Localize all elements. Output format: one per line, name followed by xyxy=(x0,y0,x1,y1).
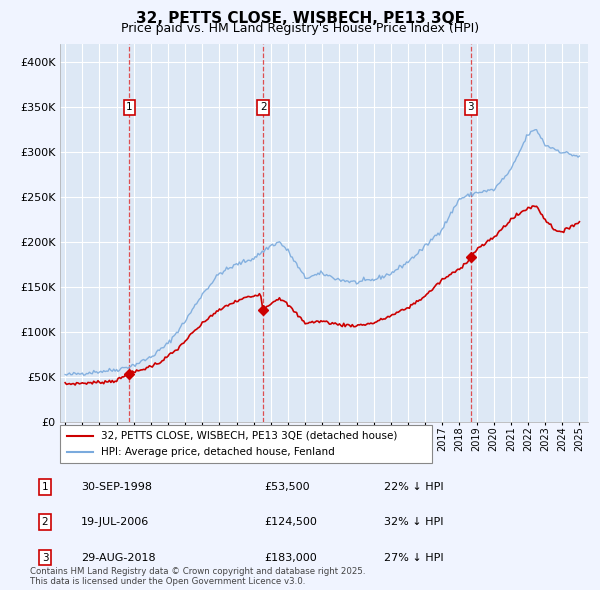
Text: 29-AUG-2018: 29-AUG-2018 xyxy=(81,553,155,562)
Text: 3: 3 xyxy=(41,553,49,562)
Text: 1: 1 xyxy=(41,482,49,491)
Text: 2: 2 xyxy=(41,517,49,527)
Text: 2: 2 xyxy=(260,102,266,112)
Text: £183,000: £183,000 xyxy=(264,553,317,562)
Text: 32% ↓ HPI: 32% ↓ HPI xyxy=(384,517,443,527)
Text: Contains HM Land Registry data © Crown copyright and database right 2025.
This d: Contains HM Land Registry data © Crown c… xyxy=(30,567,365,586)
Text: £53,500: £53,500 xyxy=(264,482,310,491)
Text: 3: 3 xyxy=(467,102,474,112)
Text: 1: 1 xyxy=(126,102,133,112)
Text: 19-JUL-2006: 19-JUL-2006 xyxy=(81,517,149,527)
Text: 22% ↓ HPI: 22% ↓ HPI xyxy=(384,482,443,491)
Text: 30-SEP-1998: 30-SEP-1998 xyxy=(81,482,152,491)
Text: 27% ↓ HPI: 27% ↓ HPI xyxy=(384,553,443,562)
Text: Price paid vs. HM Land Registry's House Price Index (HPI): Price paid vs. HM Land Registry's House … xyxy=(121,22,479,35)
Text: 32, PETTS CLOSE, WISBECH, PE13 3QE (detached house): 32, PETTS CLOSE, WISBECH, PE13 3QE (deta… xyxy=(101,431,397,441)
Text: 32, PETTS CLOSE, WISBECH, PE13 3QE: 32, PETTS CLOSE, WISBECH, PE13 3QE xyxy=(136,11,464,25)
Text: HPI: Average price, detached house, Fenland: HPI: Average price, detached house, Fenl… xyxy=(101,447,335,457)
Text: £124,500: £124,500 xyxy=(264,517,317,527)
